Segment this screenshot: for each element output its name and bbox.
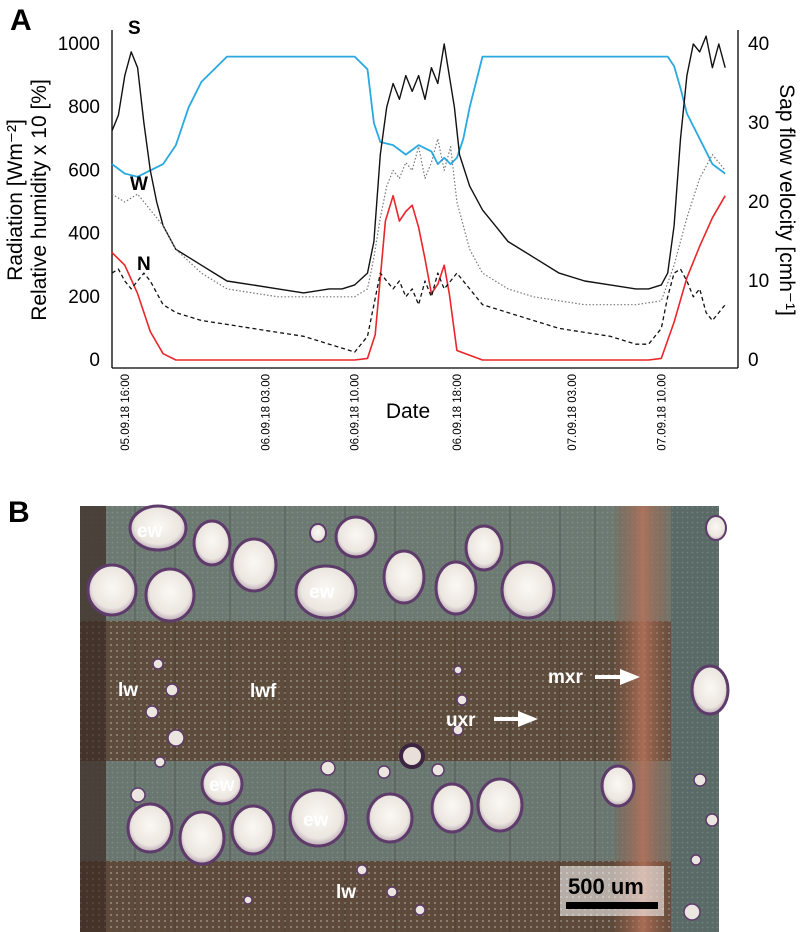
vessel [399, 743, 425, 769]
label-ew-2: ew [309, 582, 335, 603]
left-axis-title-humidity: Relative humidity x 10 [%] [28, 79, 51, 321]
vessel [464, 524, 504, 572]
vessel [705, 515, 727, 541]
latewood-band-texture [80, 621, 719, 761]
label-mxr: mxr [548, 667, 583, 688]
left-tick-label-800: 800 [68, 97, 100, 118]
small-vessel [453, 665, 463, 675]
left-tick-label-400: 400 [68, 224, 100, 245]
x-tick-label-4: 07.09.18 03.00 [567, 374, 579, 451]
small-vessel [690, 854, 702, 866]
arrow-uxr [494, 711, 538, 727]
right-tick-labels: 0 10 20 30 40 [748, 34, 769, 371]
x-axis-title: Date [386, 400, 430, 423]
x-tick-label-1: 06.09.18 03.00 [260, 374, 272, 451]
small-vessel [683, 903, 701, 921]
multiseriate-ray [615, 506, 671, 932]
vessel [230, 804, 276, 856]
vessel [500, 560, 556, 620]
left-tick-label-600: 600 [68, 160, 100, 181]
small-vessel [145, 705, 159, 719]
vessel [294, 564, 358, 620]
vessel [690, 664, 730, 716]
small-vessel [243, 895, 253, 905]
small-vessel [456, 694, 468, 706]
left-tick-label-1000: 1000 [58, 34, 100, 55]
series-tag-w: W [130, 174, 148, 195]
vessel [309, 523, 327, 543]
right-strip-texture [671, 506, 719, 932]
small-vessel [165, 683, 179, 697]
x-tick-label-2: 06.09.18 10.00 [350, 374, 362, 451]
small-vessel [154, 756, 166, 768]
vessel [288, 788, 348, 848]
label-lwf: lwf [250, 681, 277, 702]
radiation-line [111, 194, 726, 361]
label-lw-2: lw [336, 882, 356, 903]
left-tick-labels: 0 200 400 600 800 1000 [58, 34, 100, 371]
x-tick-label-3: 06.09.18 18:00 [452, 374, 464, 451]
series-tag-s: S [128, 18, 141, 39]
small-vessel [414, 904, 426, 916]
panel-a-chart: A 0 200 400 600 800 1000 0 10 20 30 40 05.09.18 1… [4, 4, 798, 451]
small-vessel [705, 813, 719, 827]
right-tick-label-20: 20 [748, 192, 769, 213]
vessel [178, 810, 226, 866]
left-tick-label-0: 0 [89, 350, 100, 371]
sapflow-n-line [111, 268, 726, 353]
vessel [230, 537, 278, 593]
x-tick-label-0: 05.09.18 16:00 [120, 374, 132, 451]
vessel [476, 777, 524, 833]
vessel [600, 764, 636, 808]
right-tick-label-10: 10 [748, 271, 769, 292]
vessels [86, 504, 730, 921]
vessel [144, 567, 196, 623]
vessel [366, 792, 414, 844]
vessel [334, 515, 378, 559]
left-tick-label-200: 200 [68, 287, 100, 308]
x-tick-labels: 05.09.18 16:00 06.09.18 03.00 06.09.18 10.… [120, 374, 669, 451]
small-vessel [130, 787, 146, 803]
left-axis-title-radiation: Radiation [Wm⁻²] [4, 119, 27, 281]
label-uxr: uxr [446, 710, 476, 731]
arrow-mxr [595, 669, 640, 685]
sapflow-s-line [111, 35, 726, 294]
vessel [434, 560, 478, 616]
vessel [382, 549, 426, 605]
small-vessel [356, 864, 368, 876]
sapflow-w-line [111, 138, 726, 306]
label-ew-4: ew [303, 810, 329, 831]
vessel [126, 802, 174, 854]
vessel [192, 519, 232, 567]
small-vessel [431, 763, 445, 777]
vessel [200, 762, 244, 806]
right-tick-label-30: 30 [748, 113, 769, 134]
small-vessel [452, 724, 464, 736]
scale-bar-label: 500 um [568, 874, 644, 899]
small-vessel [152, 658, 164, 670]
vessel [128, 504, 188, 552]
right-axis-title: Sap flow velocity [cmh⁻¹] [775, 84, 798, 316]
vessel [86, 563, 138, 617]
small-vessel [167, 729, 185, 747]
series-tag-n: N [137, 254, 151, 275]
relative-humidity-line [111, 55, 726, 178]
small-vessel [693, 773, 707, 787]
label-lw-1: lw [118, 680, 138, 701]
vessel [430, 782, 474, 834]
panel-b-letter: B [8, 496, 30, 529]
right-tick-label-0: 0 [748, 350, 759, 371]
panel-b-micrograph: B [8, 496, 730, 932]
label-ew-3: ew [209, 775, 235, 796]
small-vessel [377, 765, 391, 779]
x-tick-label-5: 07.09.18 10.00 [656, 374, 668, 451]
label-ew-1: ew [137, 521, 163, 542]
series-layer [111, 35, 726, 361]
small-vessel [320, 760, 336, 776]
right-tick-label-40: 40 [748, 34, 769, 55]
small-vessel [386, 886, 398, 898]
scale-bar [566, 902, 658, 909]
panel-a-letter: A [10, 4, 32, 37]
